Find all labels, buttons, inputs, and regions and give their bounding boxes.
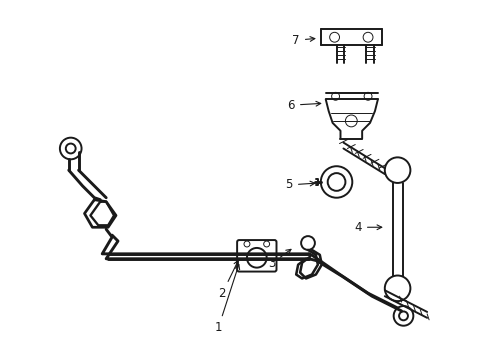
Text: 7: 7: [292, 34, 314, 47]
Text: 1: 1: [214, 265, 239, 334]
Text: 6: 6: [287, 99, 320, 112]
Text: 5: 5: [285, 179, 314, 192]
Text: 3: 3: [267, 249, 290, 270]
Text: 2: 2: [218, 260, 238, 300]
Text: 4: 4: [354, 221, 381, 234]
